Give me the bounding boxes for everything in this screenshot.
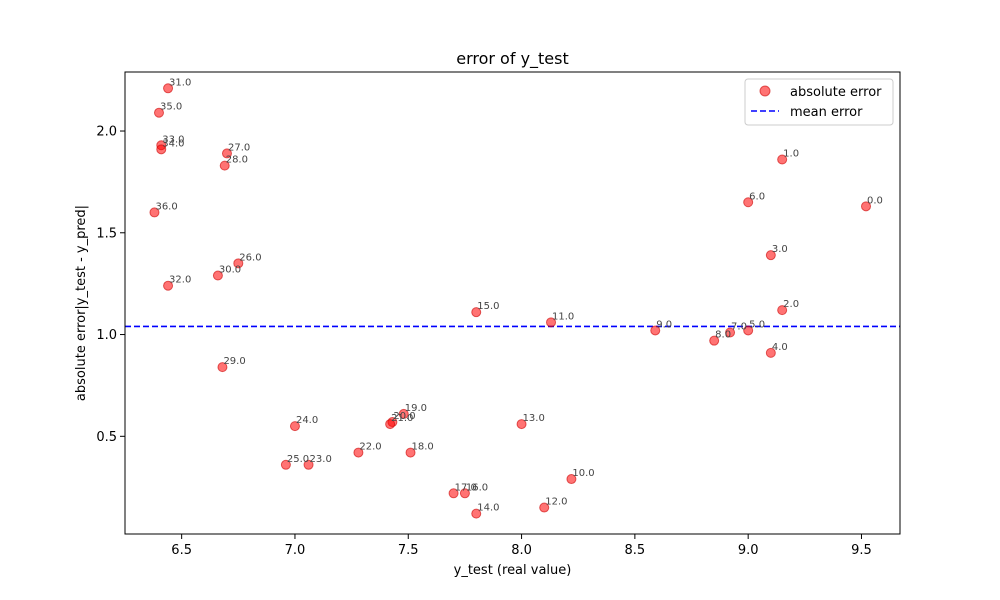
data-point [163,280,174,291]
data-point [385,419,396,430]
data-point-label: 20.0 [393,411,415,422]
y-tick-label: 1.0 [96,328,117,343]
x-tick-label: 8.5 [625,543,646,558]
data-point [303,459,314,470]
legend-box [744,78,894,126]
data-point [539,502,550,513]
chart-title: error of y_test [456,49,569,69]
data-point [516,419,527,430]
data-point-label: 17.0 [455,482,477,493]
data-point [725,327,736,338]
x-tick-label: 6.5 [171,543,192,558]
data-point [156,144,167,155]
data-point-label: 15.0 [477,301,499,312]
data-point-label: 24.0 [296,415,318,426]
data-point-label: 12.0 [545,497,567,508]
data-point-label: 14.0 [477,503,499,514]
data-point [777,305,788,316]
x-tick-label: 8.0 [511,543,532,558]
y-axis-label: absolute error|y_test - y_pred| [74,205,89,401]
data-point [471,307,482,318]
data-point-label: 13.0 [523,413,545,424]
x-tick-label: 9.0 [738,543,759,558]
x-axis-ticks: 6.5 7.0 7.5 8.0 8.5 9.0 9.5 [171,534,872,558]
data-point-label: 36.0 [155,201,177,212]
data-point [471,508,482,519]
data-point-label: 2.0 [783,299,799,310]
data-point-label: 21.0 [391,413,413,424]
data-point-label: 26.0 [239,252,261,263]
data-point-label: 5.0 [749,319,765,330]
data-point-label: 10.0 [572,468,594,479]
data-point-label: 22.0 [359,442,381,453]
data-point [448,488,459,499]
data-point [149,207,160,218]
data-point-label: 23.0 [310,454,332,465]
data-point-label: 16.0 [466,482,488,493]
legend-label-absolute-error: absolute error [790,85,882,100]
y-tick-label: 0.5 [96,430,117,445]
data-point [289,421,300,432]
data-point-label: 25.0 [287,454,309,465]
data-point [650,325,661,336]
x-tick-label: 9.5 [851,543,872,558]
data-point-label: 19.0 [405,403,427,414]
data-point-label: 35.0 [160,102,182,113]
data-point-label: 7.0 [731,322,747,333]
data-point-label: 29.0 [223,356,245,367]
plot-frame [124,71,901,535]
data-point-label: 33.0 [162,134,184,145]
legend-label-mean-error: mean error [790,105,863,120]
legend-marker-absolute-error [759,85,771,97]
data-point-label: 4.0 [772,342,788,353]
data-point-label: 31.0 [169,77,191,88]
data-point-label: 6.0 [749,191,765,202]
data-point-label: 3.0 [772,244,788,255]
data-point-label: 28.0 [226,155,248,166]
data-point [709,335,720,346]
plot-area [125,72,900,534]
data-point [217,362,228,373]
data-point-label: 11.0 [552,311,574,322]
data-point [566,474,577,485]
data-point [163,83,174,94]
data-point [743,325,754,336]
x-tick-label: 7.0 [285,543,306,558]
data-point [405,447,416,458]
x-axis-label: y_test (real value) [454,563,572,578]
data-point-label: 27.0 [228,142,250,153]
data-point [233,258,244,269]
data-point [765,347,776,358]
data-point [153,107,164,118]
data-point [546,317,557,328]
data-point-label: 32.0 [169,275,191,286]
legend: absolute error mean error [744,78,894,126]
data-point [861,201,872,212]
data-point [459,488,470,499]
data-point-label: 1.0 [783,149,799,160]
data-point-label: 18.0 [412,442,434,453]
data-point-label: 8.0 [715,330,731,341]
data-point [280,459,291,470]
data-point-label: 9.0 [656,319,672,330]
data-point [212,270,223,281]
data-point [398,408,409,419]
y-tick-label: 2.0 [96,125,117,140]
data-point [221,148,232,159]
y-tick-label: 1.5 [96,226,117,241]
y-axis-ticks: 0.5 1.0 1.5 2.0 [96,125,125,445]
data-point [777,154,788,165]
data-point [353,447,364,458]
x-tick-label: 7.5 [398,543,419,558]
data-point [765,250,776,261]
data-point-label: 34.0 [162,138,184,149]
point-labels: 0.0 1.0 2.0 3.0 4.0 5.0 6.0 7.08.0 9.0 10.0 11.0 12… [155,77,882,513]
data-point-label: 0.0 [867,195,883,206]
scatter-points [149,83,872,519]
data-point [743,197,754,208]
data-point [219,160,230,171]
data-point-label: 30.0 [219,265,241,276]
